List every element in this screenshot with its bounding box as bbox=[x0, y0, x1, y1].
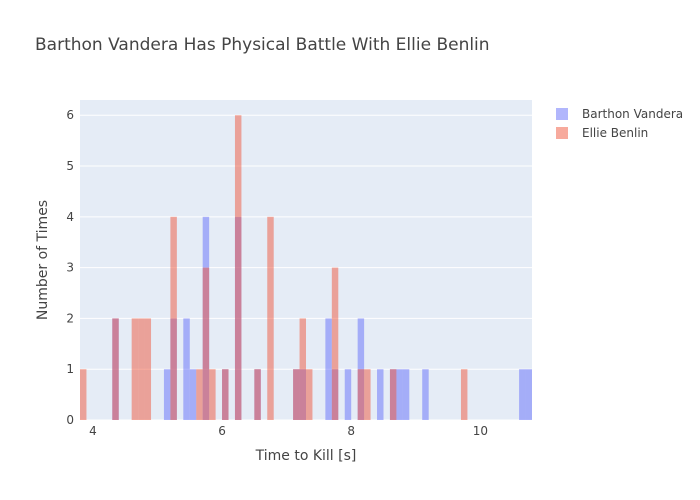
histogram-bar[interactable] bbox=[389, 369, 397, 420]
histogram-bar[interactable] bbox=[183, 318, 190, 420]
histogram-bar[interactable] bbox=[163, 369, 171, 420]
histogram-bar[interactable] bbox=[254, 369, 261, 420]
y-tick-label: 5 bbox=[66, 159, 74, 173]
histogram-bar[interactable] bbox=[402, 369, 410, 420]
histogram-bar[interactable] bbox=[357, 369, 365, 420]
y-tick-label: 6 bbox=[66, 108, 74, 122]
x-tick-label: 8 bbox=[347, 424, 355, 438]
histogram-bar[interactable] bbox=[131, 318, 139, 420]
histogram-bar[interactable] bbox=[196, 369, 203, 420]
legend-label: Barthon Vandera bbox=[582, 107, 683, 121]
legend-item[interactable]: Barthon Vandera bbox=[556, 107, 683, 121]
histogram-bar[interactable] bbox=[138, 318, 145, 420]
histogram-bar[interactable] bbox=[144, 318, 152, 420]
histogram-bar[interactable] bbox=[344, 369, 352, 420]
bars-layer bbox=[80, 115, 532, 420]
x-axis-label: Time to Kill [s] bbox=[255, 448, 357, 464]
y-tick-label: 0 bbox=[66, 413, 74, 427]
y-axis-ticks: 0 1 2 3 4 5 6 bbox=[66, 108, 74, 427]
histogram-bar[interactable] bbox=[293, 369, 300, 420]
x-axis-ticks: 4 6 8 10 bbox=[89, 424, 488, 438]
histogram-bar[interactable] bbox=[377, 369, 384, 420]
histogram-bar[interactable] bbox=[202, 267, 210, 420]
y-tick-label: 1 bbox=[66, 362, 74, 376]
y-tick-label: 2 bbox=[66, 311, 74, 325]
histogram-bar[interactable] bbox=[519, 369, 526, 420]
histogram-bar[interactable] bbox=[189, 369, 197, 420]
x-tick-label: 10 bbox=[473, 424, 488, 438]
series-ellie-benlin bbox=[80, 115, 468, 420]
histogram-bar[interactable] bbox=[306, 369, 313, 420]
histogram-bar[interactable] bbox=[325, 318, 332, 420]
histogram-bar[interactable] bbox=[396, 369, 403, 420]
histogram-bar[interactable] bbox=[299, 318, 306, 420]
y-axis-label: Number of Times bbox=[35, 200, 51, 320]
histogram-bar[interactable] bbox=[267, 216, 274, 420]
histogram-bar[interactable] bbox=[460, 369, 468, 420]
histogram-bar[interactable] bbox=[112, 318, 119, 420]
legend-swatch bbox=[556, 108, 568, 120]
legend-swatch bbox=[556, 127, 568, 139]
histogram-bar[interactable] bbox=[525, 369, 532, 420]
chart-title: Barthon Vandera Has Physical Battle With… bbox=[35, 35, 490, 55]
histogram-bar[interactable] bbox=[222, 369, 229, 420]
legend[interactable]: Barthon Vandera Ellie Benlin bbox=[556, 107, 683, 140]
histogram-bar[interactable] bbox=[170, 216, 177, 420]
histogram-bar[interactable] bbox=[209, 369, 216, 420]
histogram-bar[interactable] bbox=[422, 369, 429, 420]
histogram-bar[interactable] bbox=[331, 267, 339, 420]
histogram-bar[interactable] bbox=[234, 115, 242, 420]
x-tick-label: 6 bbox=[218, 424, 226, 438]
legend-item[interactable]: Ellie Benlin bbox=[556, 126, 648, 140]
histogram-bar[interactable] bbox=[80, 369, 87, 420]
y-tick-label: 3 bbox=[66, 261, 74, 275]
y-tick-label: 4 bbox=[66, 210, 74, 224]
histogram-bar[interactable] bbox=[364, 369, 371, 420]
legend-label: Ellie Benlin bbox=[582, 126, 648, 140]
x-tick-label: 4 bbox=[89, 424, 97, 438]
